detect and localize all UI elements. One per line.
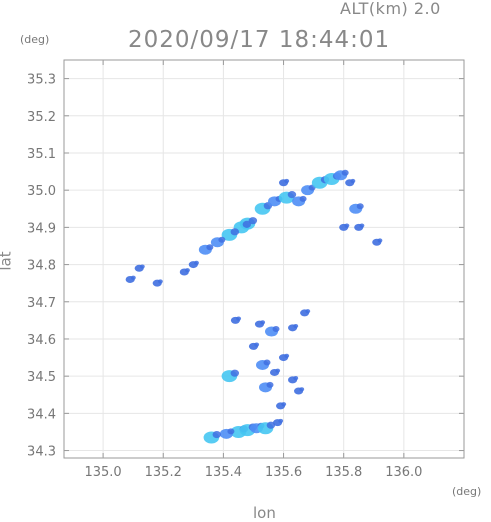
y-tick-label: 35.1 <box>27 147 56 162</box>
echo-cell-fringe <box>266 381 274 388</box>
echo-cell-fringe <box>212 430 221 439</box>
echo-cell-fringe <box>230 228 240 236</box>
echo-cell-fringe <box>284 178 290 184</box>
echo-cell-fringe <box>185 268 190 273</box>
echo-cell-fringe <box>236 316 242 321</box>
plot-frame <box>63 59 465 459</box>
echo-cell-fringe <box>275 368 281 373</box>
echo-cell-fringe <box>272 326 280 333</box>
y-tick-label: 34.6 <box>27 333 56 348</box>
x-axis-label: lon <box>253 504 276 522</box>
echo-cell-fringe <box>344 223 350 228</box>
datetime-title: 2020/09/17 18:44:01 <box>128 27 391 53</box>
echo-cell-fringe <box>356 203 364 210</box>
echo-cell-fringe <box>254 342 260 347</box>
y-tick-label: 34.3 <box>27 445 56 460</box>
echo-cells <box>125 169 383 444</box>
echo-cell-fringe <box>227 428 235 435</box>
echo-cell-fringe <box>130 275 136 280</box>
echo-cell-fringe <box>194 260 199 265</box>
echo-cell-fringe <box>281 402 287 407</box>
echo-cell-fringe <box>359 223 365 228</box>
x-unit-label: (deg) <box>452 485 482 498</box>
echo-cell-fringe <box>230 369 240 377</box>
x-tick-labels: 135.0 135.2 135.4 135.6 135.8 136.0 <box>84 465 422 480</box>
y-tick-label: 34.5 <box>27 370 56 385</box>
echo-cell-fringe <box>284 353 290 358</box>
y-tick-label: 35.2 <box>27 110 56 125</box>
y-tick-label: 34.9 <box>27 221 56 236</box>
y-tick-labels: 34.3 34.4 34.5 34.6 34.7 34.8 34.9 35.0 35.1 35.2… <box>27 73 56 460</box>
echo-cell-fringe <box>266 421 276 429</box>
echo-cell-fringe <box>248 217 258 225</box>
altitude-label: ALT(km) 2.0 <box>340 0 441 18</box>
echo-cell-fringe <box>157 279 163 284</box>
x-tick-label: 135.0 <box>84 465 121 480</box>
x-tick-label: 135.2 <box>145 465 182 480</box>
echo-cell-fringe <box>341 169 349 176</box>
echo-cell-fringe <box>260 320 266 325</box>
echo-cell-fringe <box>377 238 383 243</box>
echo-cell-fringe <box>139 264 145 269</box>
y-tick-label: 34.7 <box>27 296 56 311</box>
echo-cell-fringe <box>218 236 226 243</box>
echo-cell-fringe <box>242 220 252 228</box>
y-tick-label: 35.3 <box>27 73 56 88</box>
x-tick-label: 136.0 <box>385 465 422 480</box>
y-tick-label: 35.0 <box>27 184 56 199</box>
echo-cell-fringe <box>293 323 299 329</box>
echo-cell-fringe <box>299 387 305 392</box>
echo-cell-fringe <box>263 359 271 366</box>
y-tick-label: 34.4 <box>27 407 56 422</box>
echo-cell-fringe <box>299 195 307 202</box>
y-tick-label: 34.8 <box>27 259 56 274</box>
x-tick-label: 135.6 <box>265 465 302 480</box>
grid-ticks <box>64 60 464 458</box>
echo-cell-fringe <box>287 191 297 199</box>
echo-cell-fringe <box>350 178 356 184</box>
echo-cell-fringe <box>278 418 284 424</box>
echo-cell-fringe <box>293 376 299 381</box>
echo-cell-fringe <box>206 244 214 251</box>
x-tick-label: 135.8 <box>325 465 362 480</box>
echo-cell-fringe <box>305 309 311 314</box>
x-tick-label: 135.4 <box>205 465 242 480</box>
y-unit-label: (deg) <box>20 33 50 46</box>
